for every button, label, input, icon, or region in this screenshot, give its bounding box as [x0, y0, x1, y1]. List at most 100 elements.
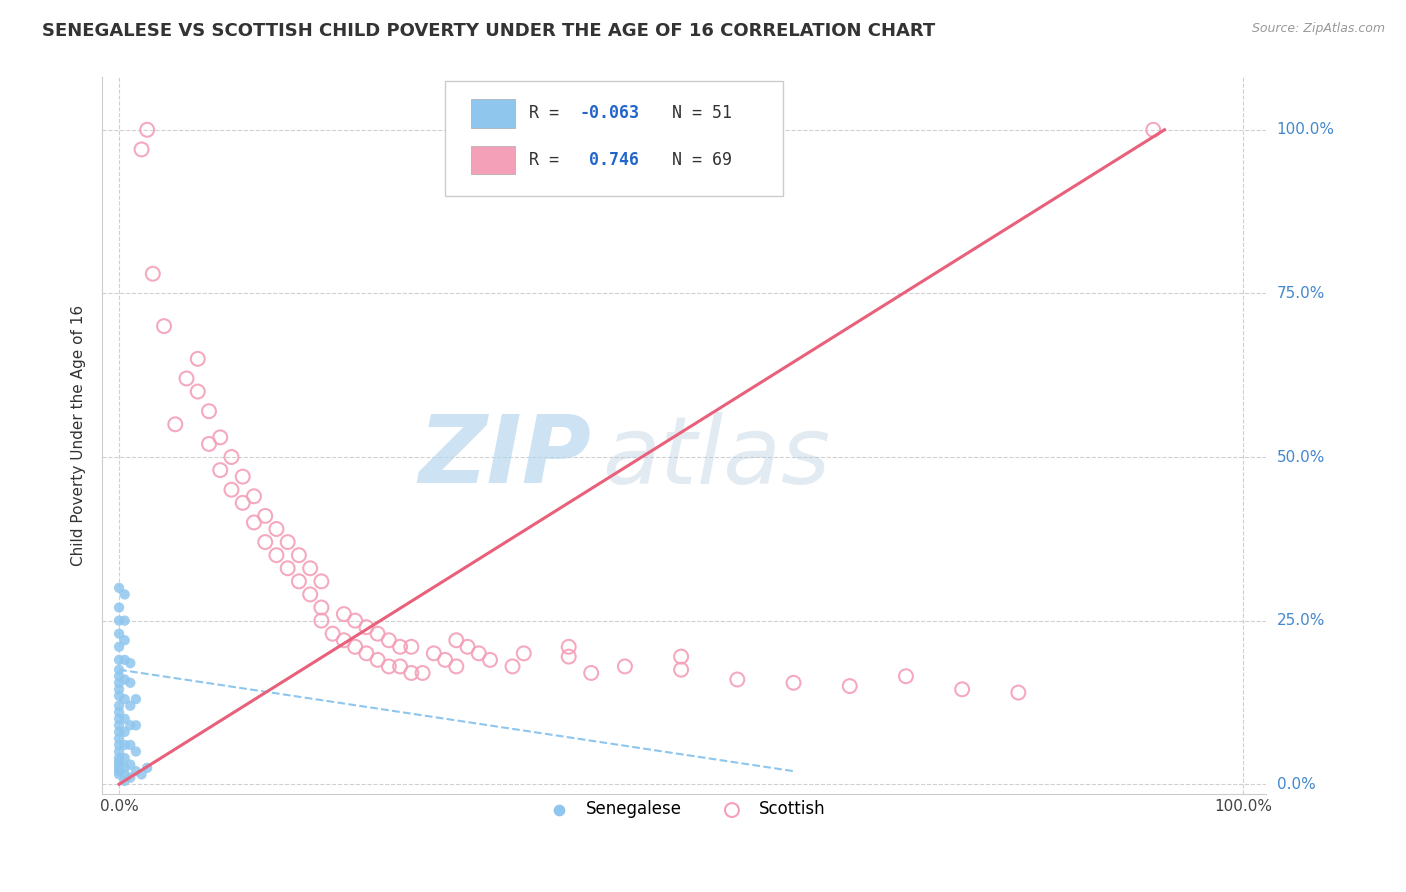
- Point: [108, 761, 131, 775]
- Bar: [471, 145, 515, 174]
- Point: [187, 384, 209, 399]
- Point: [299, 587, 322, 601]
- Point: [114, 738, 136, 752]
- Point: [125, 744, 148, 758]
- Point: [344, 640, 367, 654]
- Point: [288, 548, 311, 562]
- Point: [389, 659, 412, 673]
- Point: [254, 508, 277, 523]
- Point: [120, 675, 142, 690]
- Point: [108, 724, 131, 739]
- Point: [187, 351, 209, 366]
- Point: [136, 761, 159, 775]
- Point: [446, 633, 468, 648]
- Point: [108, 669, 131, 683]
- Point: [434, 653, 457, 667]
- Point: [209, 430, 232, 444]
- Text: 100.0%: 100.0%: [1277, 122, 1334, 137]
- Point: [479, 653, 502, 667]
- Point: [457, 640, 479, 654]
- Point: [114, 712, 136, 726]
- Text: 0.0%: 0.0%: [1277, 777, 1316, 792]
- Point: [838, 679, 860, 693]
- Point: [513, 646, 536, 660]
- Point: [114, 767, 136, 781]
- Point: [198, 404, 221, 418]
- Legend: Senegalese, Scottish: Senegalese, Scottish: [536, 794, 832, 825]
- Point: [1142, 123, 1164, 137]
- Point: [311, 574, 333, 589]
- Point: [120, 698, 142, 713]
- Y-axis label: Child Poverty Under the Age of 16: Child Poverty Under the Age of 16: [72, 305, 86, 566]
- Point: [108, 698, 131, 713]
- Point: [232, 469, 254, 483]
- Point: [243, 489, 266, 503]
- Bar: [471, 99, 515, 128]
- Point: [108, 663, 131, 677]
- Text: 0.746: 0.746: [579, 151, 640, 169]
- Point: [243, 516, 266, 530]
- Text: ZIP: ZIP: [418, 411, 591, 503]
- Point: [125, 692, 148, 706]
- Point: [232, 496, 254, 510]
- Text: N = 69: N = 69: [672, 151, 733, 169]
- Point: [108, 731, 131, 746]
- Point: [114, 587, 136, 601]
- Point: [120, 656, 142, 670]
- Point: [108, 718, 131, 732]
- Point: [333, 607, 356, 621]
- Point: [176, 371, 198, 385]
- Point: [108, 744, 131, 758]
- Point: [114, 692, 136, 706]
- Point: [288, 574, 311, 589]
- Point: [125, 718, 148, 732]
- Text: Source: ZipAtlas.com: Source: ZipAtlas.com: [1251, 22, 1385, 36]
- Point: [108, 626, 131, 640]
- Text: 50.0%: 50.0%: [1277, 450, 1324, 465]
- Point: [389, 640, 412, 654]
- Point: [114, 761, 136, 775]
- Point: [108, 751, 131, 765]
- Text: SENEGALESE VS SCOTTISH CHILD POVERTY UNDER THE AGE OF 16 CORRELATION CHART: SENEGALESE VS SCOTTISH CHILD POVERTY UND…: [42, 22, 935, 40]
- Point: [311, 600, 333, 615]
- Point: [221, 450, 243, 464]
- Point: [311, 614, 333, 628]
- Text: R =: R =: [529, 151, 569, 169]
- Point: [125, 764, 148, 778]
- Point: [344, 614, 367, 628]
- Point: [277, 535, 299, 549]
- Point: [108, 640, 131, 654]
- Text: 75.0%: 75.0%: [1277, 286, 1324, 301]
- Point: [108, 581, 131, 595]
- Point: [322, 626, 344, 640]
- Point: [108, 738, 131, 752]
- Point: [367, 653, 389, 667]
- Point: [669, 663, 692, 677]
- Text: N = 51: N = 51: [672, 104, 733, 122]
- Point: [356, 620, 378, 634]
- Point: [136, 123, 159, 137]
- Point: [468, 646, 491, 660]
- Point: [142, 267, 165, 281]
- Point: [725, 673, 748, 687]
- Point: [108, 675, 131, 690]
- Point: [108, 614, 131, 628]
- Point: [108, 764, 131, 778]
- Point: [114, 774, 136, 789]
- Point: [108, 712, 131, 726]
- Point: [950, 682, 973, 697]
- Point: [613, 659, 636, 673]
- Point: [114, 724, 136, 739]
- Text: -0.063: -0.063: [579, 104, 640, 122]
- Point: [120, 718, 142, 732]
- Point: [108, 757, 131, 772]
- Point: [299, 561, 322, 575]
- Point: [1007, 685, 1029, 699]
- Point: [120, 738, 142, 752]
- Point: [108, 767, 131, 781]
- Point: [894, 669, 917, 683]
- Point: [198, 437, 221, 451]
- Point: [401, 640, 423, 654]
- Point: [114, 614, 136, 628]
- Point: [557, 649, 579, 664]
